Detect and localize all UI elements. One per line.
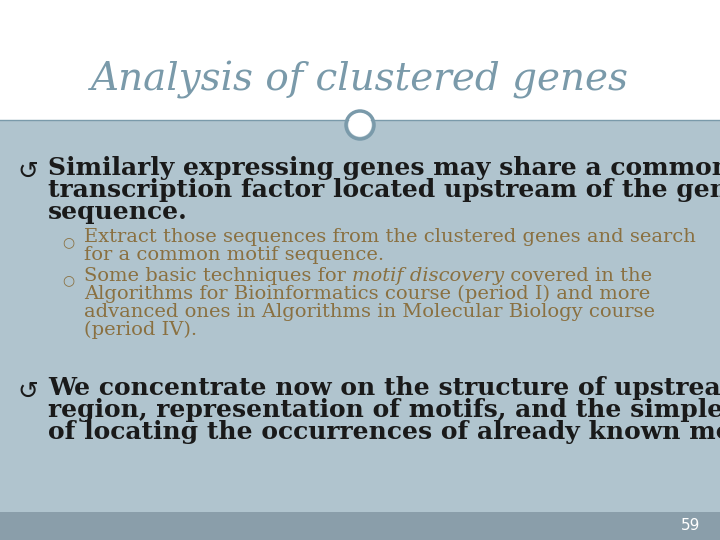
Text: 59: 59 bbox=[680, 518, 700, 534]
Text: (period IV).: (period IV). bbox=[84, 321, 197, 339]
Bar bbox=[0, 0, 720, 120]
Text: motif discovery: motif discovery bbox=[352, 267, 504, 285]
Text: covered in the: covered in the bbox=[504, 267, 652, 285]
Text: advanced ones in Algorithms in Molecular Biology course: advanced ones in Algorithms in Molecular… bbox=[84, 303, 655, 321]
Text: transcription factor located upstream of the gene: transcription factor located upstream of… bbox=[48, 178, 720, 202]
Text: region, representation of motifs, and the simple tasks: region, representation of motifs, and th… bbox=[48, 398, 720, 422]
Bar bbox=[0, 120, 720, 540]
Text: Some basic techniques for: Some basic techniques for bbox=[84, 267, 352, 285]
Text: Algorithms for Bioinformatics course (period I) and more: Algorithms for Bioinformatics course (pe… bbox=[84, 285, 650, 303]
Text: Extract those sequences from the clustered genes and search: Extract those sequences from the cluster… bbox=[84, 228, 696, 246]
Text: Analysis of clustered genes: Analysis of clustered genes bbox=[91, 61, 629, 99]
Text: of locating the occurrences of already known motifs.: of locating the occurrences of already k… bbox=[48, 420, 720, 444]
Text: ○: ○ bbox=[62, 273, 74, 287]
Text: Similarly expressing genes may share a common: Similarly expressing genes may share a c… bbox=[48, 156, 720, 180]
Text: sequence.: sequence. bbox=[48, 200, 188, 224]
Text: ○: ○ bbox=[62, 235, 74, 249]
Text: ↺: ↺ bbox=[17, 380, 38, 404]
Circle shape bbox=[349, 114, 371, 136]
Text: for a common motif sequence.: for a common motif sequence. bbox=[84, 246, 384, 264]
Bar bbox=[0, 512, 720, 540]
Text: ↺: ↺ bbox=[17, 160, 38, 184]
Text: We concentrate now on the structure of upstream: We concentrate now on the structure of u… bbox=[48, 376, 720, 400]
